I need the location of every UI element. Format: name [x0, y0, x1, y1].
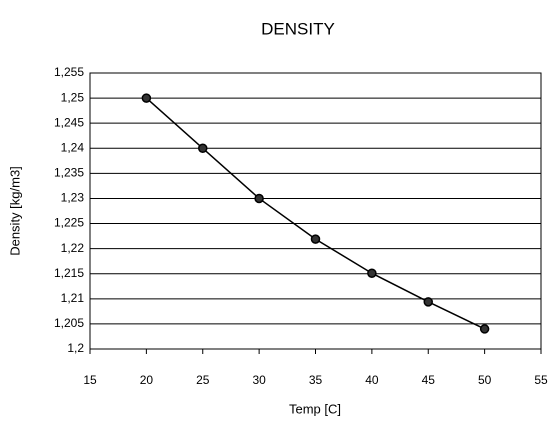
data-point: [310, 234, 321, 244]
y-tick-label: 1,2: [67, 341, 84, 355]
x-tick-label: 15: [83, 373, 97, 387]
data-point: [367, 268, 377, 278]
y-tick-label: 1,24: [61, 140, 85, 154]
y-tick-label: 1,245: [54, 115, 84, 129]
y-tick-label: 1,205: [54, 316, 84, 330]
plot-frame: [89, 72, 542, 350]
x-tick-label: 40: [365, 373, 379, 387]
data-point: [423, 297, 433, 307]
y-tick-label: 1,23: [61, 191, 85, 205]
y-tick-label: 1,25: [61, 90, 85, 104]
y-tick-label: 1,225: [54, 216, 84, 230]
x-tick-label: 35: [309, 373, 323, 387]
x-tick-label: 55: [534, 373, 548, 387]
y-tick-label: 1,22: [61, 241, 85, 255]
data-point: [198, 143, 208, 154]
y-tick-label: 1,235: [54, 166, 84, 180]
y-tick-label: 1,255: [54, 65, 84, 79]
data-point: [479, 324, 490, 334]
chart-title: DENSITY: [261, 19, 335, 38]
x-tick-label: 45: [422, 373, 436, 387]
x-tick-label: 50: [478, 373, 492, 387]
data-point: [141, 93, 152, 103]
x-tick-label: 25: [196, 373, 210, 387]
y-axis-label: Density [kg/m3]: [7, 166, 22, 256]
x-tick-label: 30: [252, 373, 266, 387]
data-point: [254, 193, 264, 204]
y-tick-label: 1,215: [54, 266, 84, 280]
x-axis-label: Temp [C]: [289, 401, 341, 416]
y-tick-label: 1,21: [61, 291, 85, 305]
data-line: [145, 97, 485, 330]
x-tick-label: 20: [140, 373, 154, 387]
